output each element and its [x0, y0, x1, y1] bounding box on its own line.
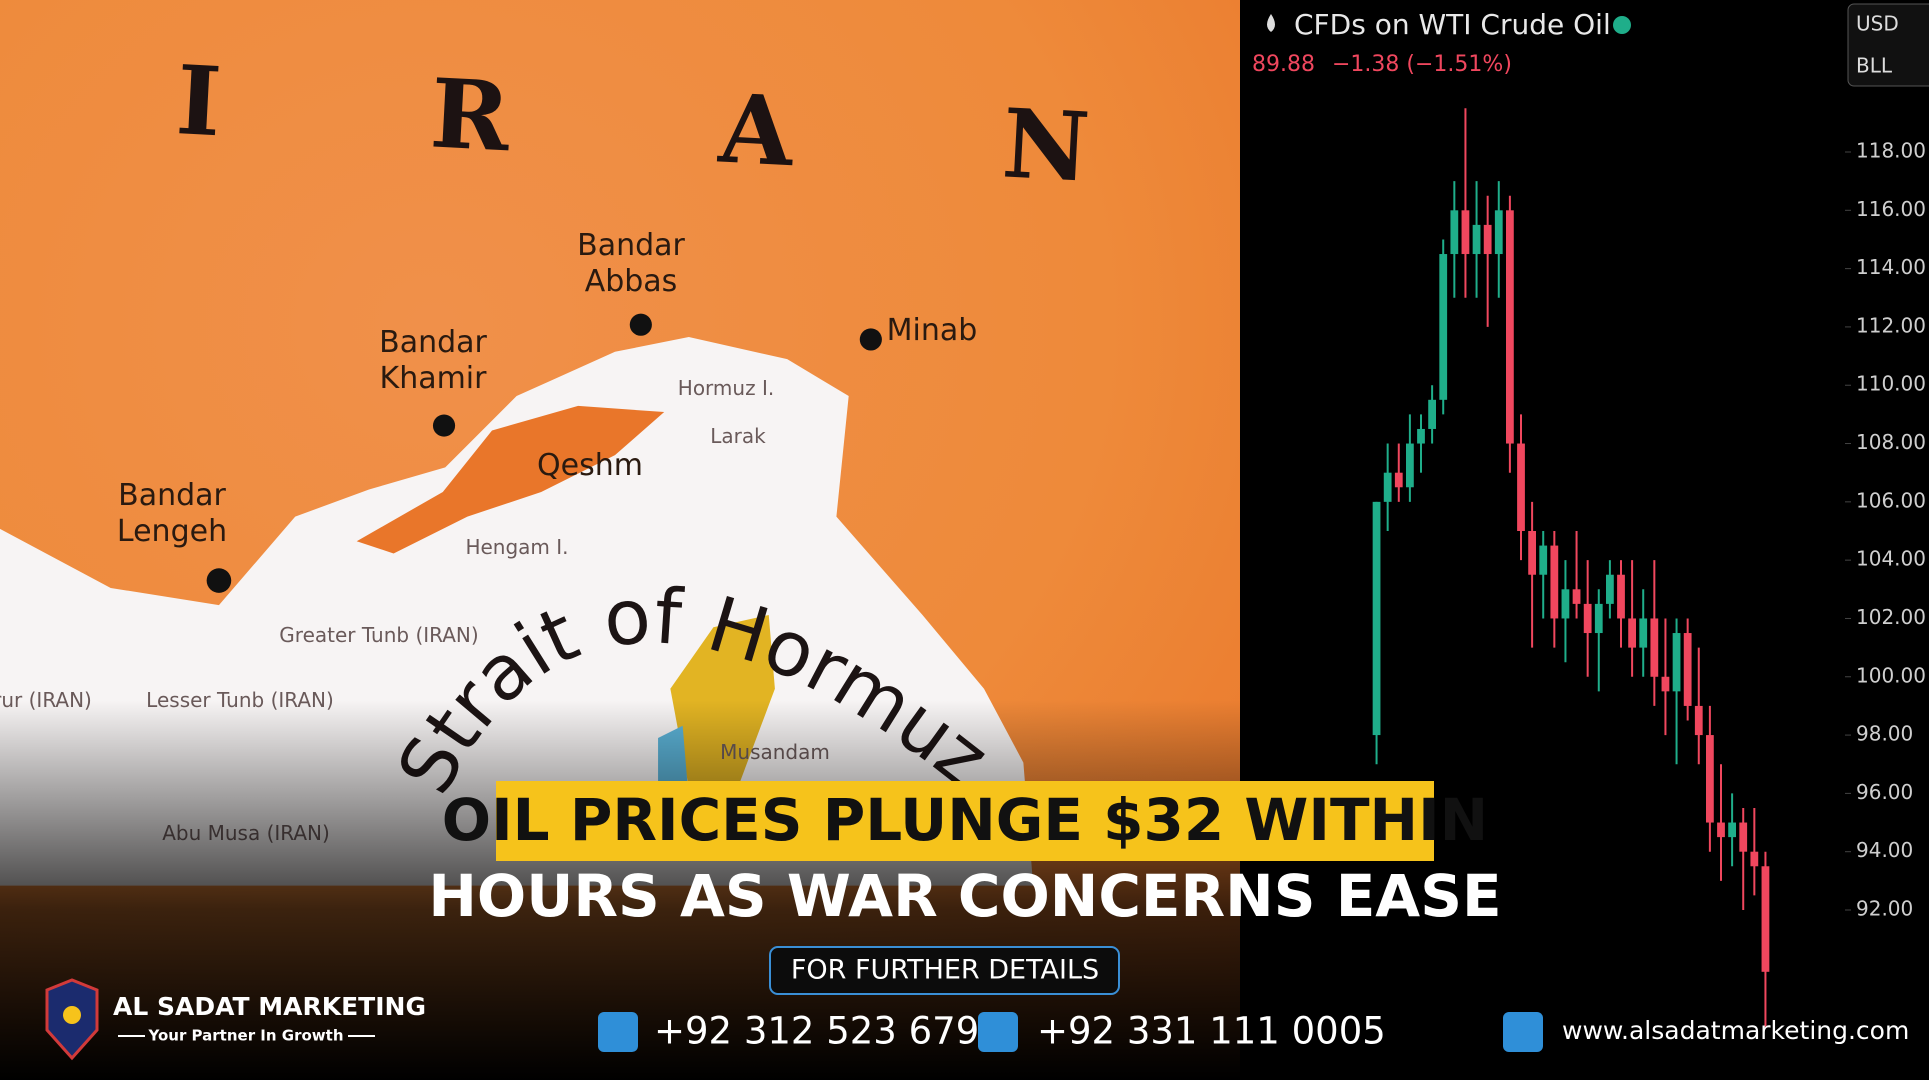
candle-body — [1539, 545, 1548, 575]
candle-body — [1572, 589, 1581, 604]
shade — [0, 700, 1929, 1080]
candle-body — [1606, 574, 1614, 604]
candle-body — [1672, 633, 1681, 692]
cta-box[interactable] — [769, 946, 1120, 995]
place-label: Qeshm — [537, 448, 643, 483]
candle-body — [1417, 428, 1425, 444]
whatsapp[interactable]: +92 331 111 0005 — [1037, 1010, 1386, 1053]
place-label: Bandar Lengeh — [117, 478, 227, 549]
candle-body — [1617, 574, 1625, 619]
cta[interactable]: FOR FURTHER DETAILS — [791, 955, 1099, 986]
price-change: −1.38 (−1.51%) — [1332, 52, 1512, 77]
candle-body — [1372, 501, 1381, 736]
candle-body — [1706, 735, 1714, 823]
headline-line2: HOURS AS WAR CONCERNS EASE — [428, 862, 1501, 930]
brand-tagline: Your Partner In Growth — [147, 1027, 343, 1045]
place-label: Greater Tunb (IRAN) — [279, 623, 478, 647]
candle-body — [1583, 603, 1592, 634]
price-label: 116.00 — [1856, 197, 1926, 221]
candle-body — [1628, 618, 1636, 648]
place-label: Larak — [710, 424, 766, 448]
candle-body — [1750, 851, 1759, 867]
unit[interactable]: BLL — [1856, 54, 1893, 78]
candle-body — [1717, 822, 1725, 838]
brand-name: AL SADAT MARKETING — [113, 992, 426, 1021]
price-label: 92.00 — [1856, 897, 1913, 921]
price-label: 114.00 — [1856, 255, 1926, 279]
price-label: 118.00 — [1856, 139, 1926, 163]
city-dot — [432, 414, 456, 437]
candle-body — [1694, 705, 1703, 736]
price-label: 98.00 — [1856, 722, 1913, 746]
price-label: 102.00 — [1856, 605, 1926, 629]
candle-body — [1761, 866, 1770, 972]
candle-body — [1428, 399, 1436, 429]
candle-body — [1739, 822, 1748, 852]
price-label: 106.00 — [1856, 488, 1926, 512]
qeshm-island — [356, 405, 665, 554]
candle-body — [1494, 210, 1503, 255]
currency[interactable]: USD — [1856, 12, 1899, 36]
candle-body — [1517, 443, 1525, 531]
city-dot — [206, 568, 232, 593]
whatsapp-icon — [978, 1012, 1018, 1052]
candle-body — [1650, 618, 1659, 677]
candle-body — [1439, 254, 1448, 400]
live-dot — [1613, 16, 1631, 34]
place-label: Hengam I. — [465, 535, 568, 559]
logo-mark — [63, 1006, 81, 1024]
chart-title: CFDs on WTI Crude Oil — [1294, 8, 1611, 41]
web-icon — [1503, 1012, 1543, 1052]
price-label: 104.00 — [1856, 547, 1926, 571]
price-label: 108.00 — [1856, 430, 1926, 454]
last-price: 89.88 — [1252, 52, 1315, 77]
candle-body — [1661, 676, 1670, 692]
headline-line1: OIL PRICES PLUNGE $32 WITHIN — [442, 786, 1488, 854]
city-dot — [859, 328, 882, 351]
candle-body — [1406, 443, 1414, 488]
candle-body — [1483, 224, 1492, 255]
city-dot — [629, 313, 652, 336]
candle-body — [1528, 531, 1536, 575]
place-label: Bandar Abbas — [577, 228, 685, 299]
candle-body — [1450, 210, 1459, 255]
candle-body — [1639, 618, 1648, 648]
place-label: Hormuz I. — [678, 376, 774, 400]
phone-icon — [598, 1012, 638, 1052]
unit-selector[interactable] — [1847, 3, 1929, 87]
candle-body — [1683, 633, 1692, 706]
price-chart: 118.00 116.00 114.00 112.00 110.00 108.00 106.… — [1372, 108, 1926, 1027]
price-label: 110.00 — [1856, 372, 1926, 396]
candle-body — [1728, 822, 1736, 838]
candle-body — [1506, 210, 1514, 444]
candle-body — [1383, 472, 1392, 502]
candle-body — [1394, 472, 1403, 488]
drop-icon — [1267, 14, 1275, 32]
candle-body — [1550, 545, 1559, 619]
price-label: 100.00 — [1856, 663, 1926, 687]
price-label: 94.00 — [1856, 838, 1913, 862]
candle-body — [1561, 589, 1570, 619]
place-label: Minab — [887, 313, 978, 348]
candle-body — [1472, 224, 1481, 255]
candle-body — [1461, 210, 1470, 255]
place-label: Bandar Khamir — [379, 325, 487, 396]
price-label: 112.00 — [1856, 313, 1926, 337]
phone[interactable]: +92 312 523 6793 — [654, 1010, 1003, 1053]
headline-highlight — [496, 781, 1434, 861]
price-label: 96.00 — [1856, 780, 1913, 804]
website[interactable]: www.alsadatmarketing.com — [1562, 1016, 1909, 1045]
candle-body — [1594, 603, 1603, 634]
